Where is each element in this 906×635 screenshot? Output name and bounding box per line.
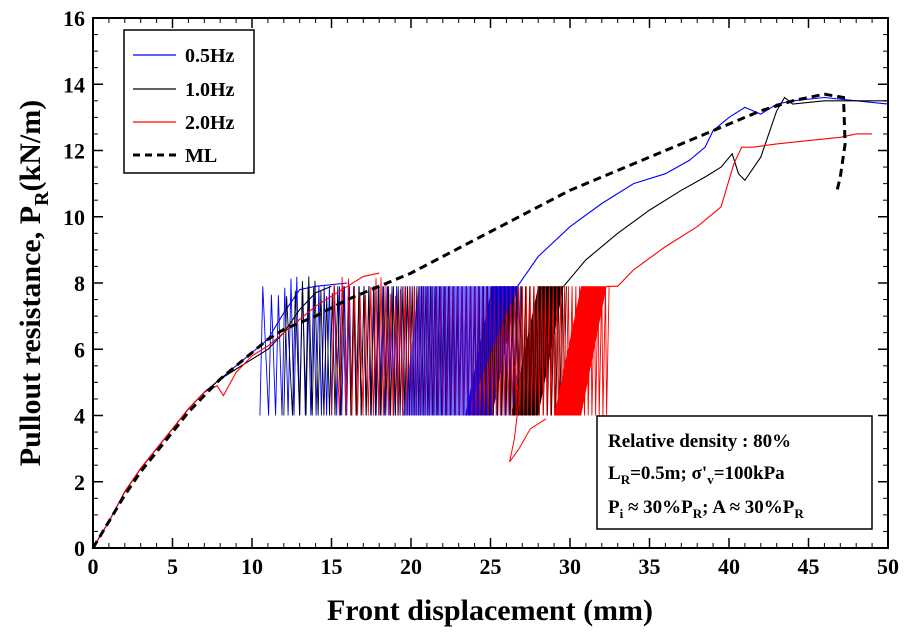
series-layer [91,92,889,549]
annotation-line-3: Pi ≈ 30%PR; A ≈ 30%PR [608,497,804,521]
y-tick-label: 6 [74,337,85,362]
y-tick-label: 2 [74,470,85,495]
legend-label-0-5hz: 0.5Hz [185,45,235,67]
legend-label-2-0hz: 2.0Hz [185,112,235,134]
legend-label-ml: ML [185,145,217,167]
x-tick-label: 50 [877,554,899,579]
series-line-ml [91,92,847,549]
y-tick-label: 14 [63,72,85,97]
y-axis-title-sub: R [31,191,53,206]
x-tick-label: 40 [718,554,740,579]
annotation-line-1: Relative density : 80% [608,431,791,452]
y-tick-label: 4 [74,404,85,429]
series-fill-0-5hz [403,286,518,416]
svg-text:Pullout resistance, PR(kN/m): Pullout resistance, PR(kN/m) [14,100,53,466]
series-wedge-2-0hz [554,286,607,416]
x-tick-label: 35 [639,554,661,579]
annotation-line-2: LR=0.5m; σ'v=100kPa [608,463,785,487]
y-axis-title: Pullout resistance, PR(kN/m) [14,100,53,466]
x-tick-label: 5 [167,554,178,579]
y-tick-label: 16 [63,6,85,31]
legend: 0.5Hz 1.0Hz 2.0Hz ML [123,29,255,174]
annotation-box [596,415,873,530]
y-tick-label: 0 [74,536,85,561]
y-tick-label: 12 [63,139,85,164]
y-tick-label: 8 [74,271,85,296]
x-tick-label: 15 [321,554,343,579]
x-tick-label: 0 [88,554,99,579]
y-axis-title-main: Pullout resistance, P [14,206,47,466]
x-tick-label: 30 [559,554,581,579]
legend-label-1-0hz: 1.0Hz [185,79,235,101]
x-tick-label: 25 [480,554,502,579]
y-axis-title-unit: (kN/m) [14,100,47,192]
y-tick-label: 10 [63,205,85,230]
series-dip-0 [509,365,547,463]
series-monotonic-2-0hz [92,272,380,549]
series-postcyclic-1-0hz [563,96,888,287]
x-axis-title: Front displacement (mm) [327,594,653,627]
annotation: Relative density : 80% LR=0.5m; σ'v=100k… [596,415,873,530]
x-tick-label: 20 [400,554,422,579]
ticks-layer: 0 5 10 15 20 25 30 35 40 45 50 0 2 4 6 8 10 12 14 16 [63,6,899,579]
series-postcyclic-2-0hz [606,133,873,287]
series-postcyclic-0-5hz [517,96,889,287]
x-tick-label: 10 [241,554,263,579]
legend-box [123,29,255,174]
x-tick-label: 45 [798,554,820,579]
